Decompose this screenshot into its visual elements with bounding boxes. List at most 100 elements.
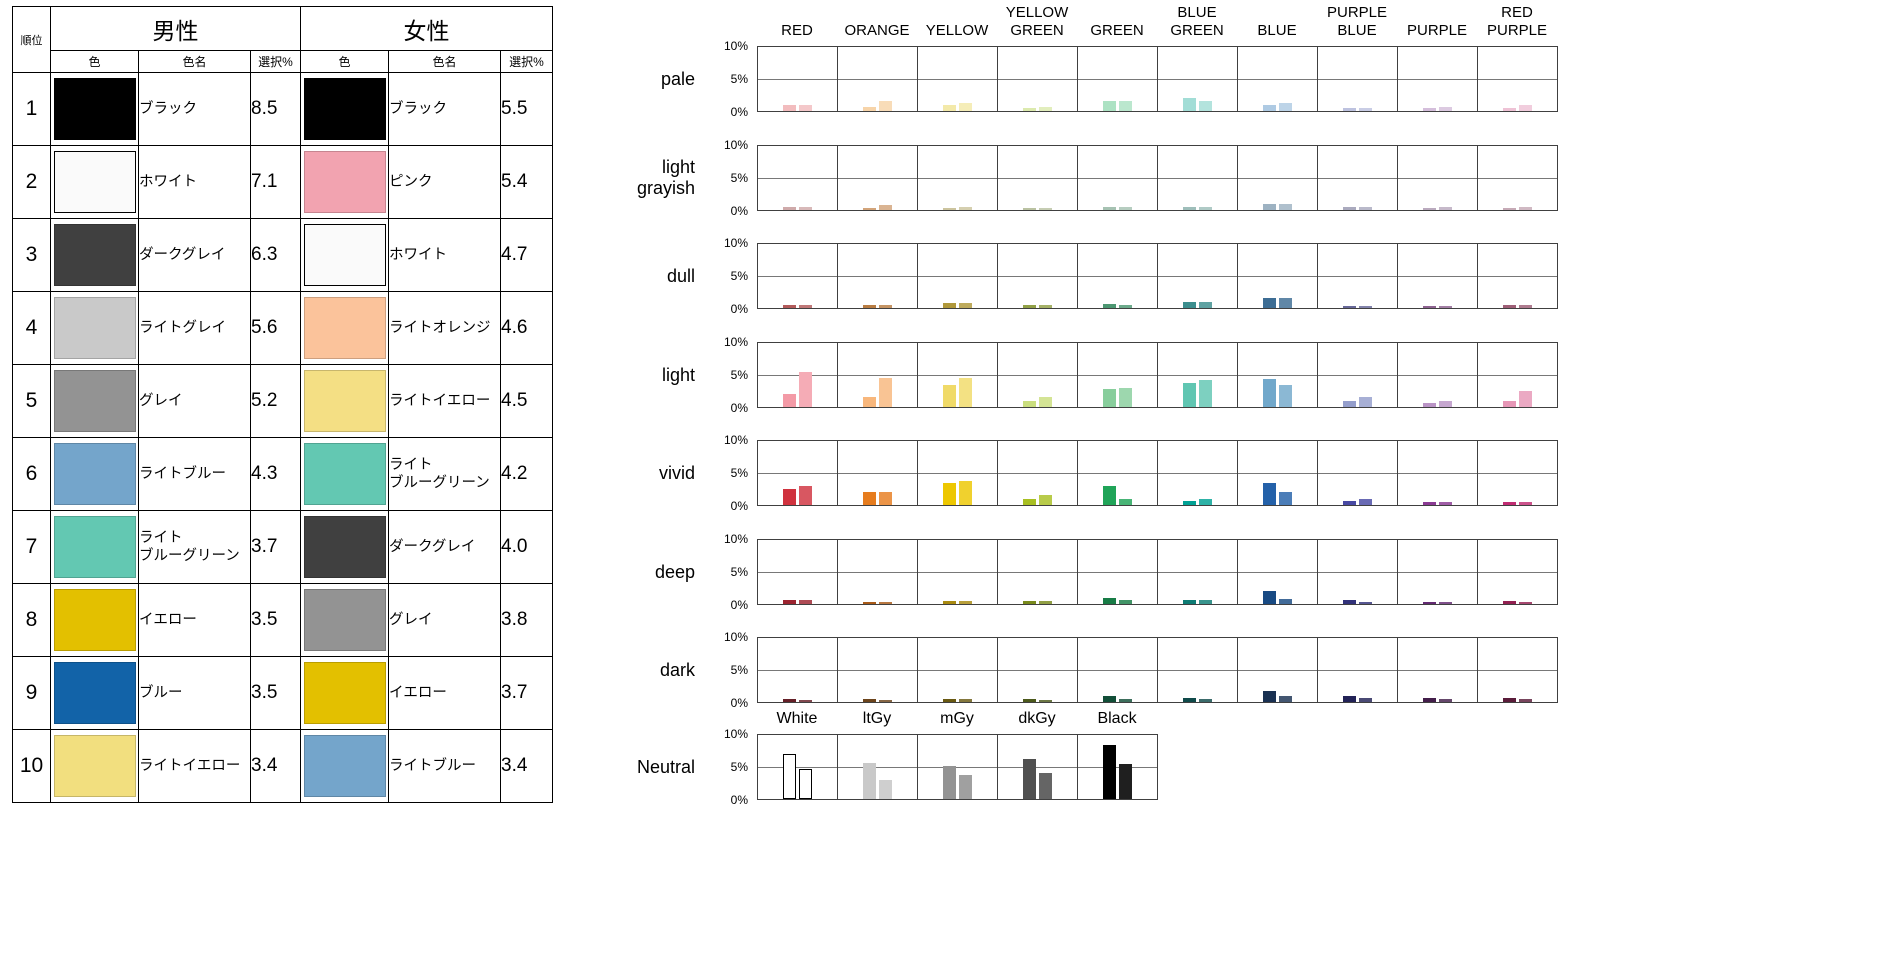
bar-male [943,699,956,702]
bar-male [1183,207,1196,210]
bar-male [783,207,796,210]
color-name-cell: ダークグレイ [388,510,501,584]
bar-male [1263,105,1276,111]
bar-male [1343,401,1356,407]
bar-female [1519,305,1532,308]
chart-cell [837,440,918,506]
rank-cell: 9 [12,656,51,730]
bar-male [1263,483,1276,505]
bar-male [943,105,956,111]
bar-male [863,763,876,799]
gridline-5pct [1238,178,1317,179]
bar-female [1119,101,1132,111]
hue-column-header: BLUE [1257,22,1297,39]
hue-column-header: BLUE GREEN [1170,4,1224,39]
tone-row-label: dull [666,265,695,286]
male-color-name-header: 色名 [138,50,251,73]
chart-cell [757,637,838,703]
chart-cell [1077,440,1158,506]
gridline-5pct [758,572,837,573]
y-axis-tick: 10% [723,236,748,250]
table-row: 5 グレイ 5.2 ライトイエロー 4.5 [12,364,553,438]
color-swatch-cell [50,364,139,438]
chart-cell [997,539,1078,605]
y-axis-tick: 5% [730,760,748,774]
color-swatch [303,589,386,651]
color-name-cell: ホワイト [138,145,251,219]
bar-male [1183,501,1196,505]
y-axis-tick: 5% [730,171,748,185]
bar-female [1279,385,1292,407]
bar-male [1343,207,1356,210]
color-swatch [303,224,386,286]
bar-female [1439,602,1452,604]
tone-row-label: light grayish [636,157,695,198]
bar-male [1183,600,1196,604]
chart-cell [1237,440,1318,506]
chart-cell [1477,46,1558,112]
bar-female [1279,696,1292,702]
male-color-header: 色 [50,50,139,73]
color-swatch-cell [300,729,389,803]
color-name-cell: ライトイエロー [388,364,501,438]
bar-female [1039,305,1052,308]
bar-male [1023,699,1036,702]
bar-female [1519,207,1532,210]
y-axis-tick: 5% [730,72,748,86]
color-swatch-cell [300,510,389,584]
bar-male [1423,403,1436,407]
chart-cell [997,637,1078,703]
gridline-5pct [1398,572,1477,573]
bar-male [1423,108,1436,111]
hue-column-header: YELLOW [925,22,989,39]
percent-cell: 5.2 [250,364,301,438]
percent-cell: 4.0 [500,510,553,584]
percent-cell: 3.5 [250,656,301,730]
bar-male [1023,499,1036,505]
gridline-5pct [1478,473,1557,474]
bar-female [1199,499,1212,505]
rank-column-header: 順位 [12,6,51,73]
chart-cell [1077,637,1158,703]
gridline-5pct [838,79,917,80]
gridline-5pct [1478,670,1557,671]
neutral-category-label: dkGy [1018,710,1056,727]
bar-female [1519,105,1532,111]
bar-female [1119,699,1132,702]
chart-cell [1477,342,1558,408]
percent-cell: 8.5 [250,72,301,146]
y-axis-tick: 0% [730,302,748,316]
chart-cell [917,46,998,112]
table-header-row-2: 色 色名 選択% 色 色名 選択% [13,50,553,73]
bar-female [1039,208,1052,210]
chart-cell [757,440,838,506]
gridline-5pct [1318,375,1397,376]
female-percent-header: 選択% [500,50,553,73]
bar-male [783,699,796,702]
color-swatch [53,297,136,359]
color-swatch-cell [300,72,389,146]
gridline-5pct [838,572,917,573]
bar-male [863,107,876,111]
rank-cell: 5 [12,364,51,438]
bar-female [1439,401,1452,407]
color-swatch-cell [300,437,389,511]
color-swatch-cell [50,583,139,657]
bar-male [1183,383,1196,407]
bar-female [1039,107,1052,111]
chart-cell [1237,243,1318,309]
gridline-5pct [1478,178,1557,179]
bar-male [943,483,956,505]
bar-male [1423,208,1436,210]
gridline-5pct [1078,79,1157,80]
rank-cell: 10 [12,729,51,803]
bar-female [799,105,812,111]
gridline-5pct [838,767,917,768]
y-axis-tick: 10% [723,138,748,152]
chart-cell [1397,440,1478,506]
chart-cell [1157,539,1238,605]
gridline-5pct [1318,276,1397,277]
bar-female [1519,699,1532,702]
color-swatch [303,297,386,359]
gridline-5pct [1158,572,1237,573]
